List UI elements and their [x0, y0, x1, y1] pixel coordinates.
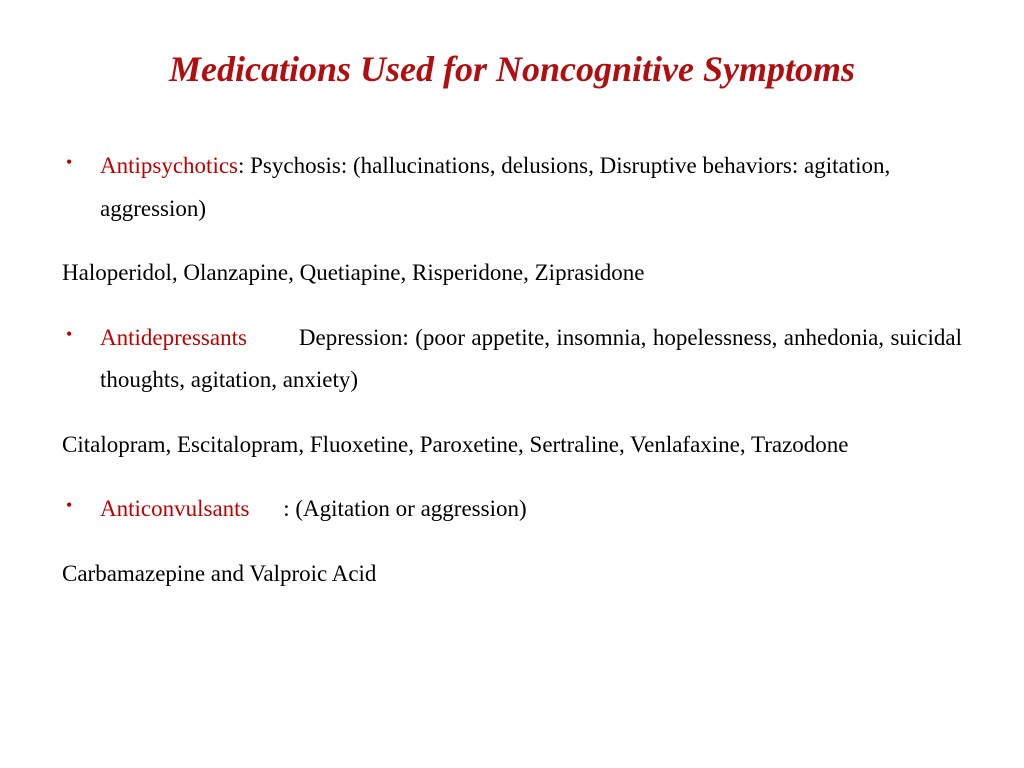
bullet-marker: •: [62, 488, 100, 531]
bullet-text: AntidepressantsDepression: (poor appetit…: [100, 317, 962, 402]
category-name: Antipsychotics: [100, 153, 238, 178]
bullet-marker: •: [62, 145, 100, 230]
bullet-item-antipsychotics: • Antipsychotics: Psychosis: (hallucinat…: [62, 145, 962, 230]
slide-content: • Antipsychotics: Psychosis: (hallucinat…: [62, 145, 962, 595]
bullet-item-antidepressants: • AntidepressantsDepression: (poor appet…: [62, 317, 962, 402]
medications-list: Carbamazepine and Valproic Acid: [62, 553, 962, 596]
bullet-marker: •: [62, 317, 100, 402]
slide-title: Medications Used for Noncognitive Sympto…: [62, 48, 962, 90]
category-name: Antidepressants: [100, 325, 247, 350]
category-name: Anticonvulsants: [100, 496, 250, 521]
bullet-text: Anticonvulsants : (Agitation or aggressi…: [100, 488, 962, 531]
category-description: : (Agitation or aggression): [283, 496, 526, 521]
bullet-text: Antipsychotics: Psychosis: (hallucinatio…: [100, 145, 962, 230]
bullet-item-anticonvulsants: • Anticonvulsants : (Agitation or aggres…: [62, 488, 962, 531]
medications-list: Haloperidol, Olanzapine, Quetiapine, Ris…: [62, 252, 962, 295]
medications-list: Citalopram, Escitalopram, Fluoxetine, Pa…: [62, 424, 962, 467]
